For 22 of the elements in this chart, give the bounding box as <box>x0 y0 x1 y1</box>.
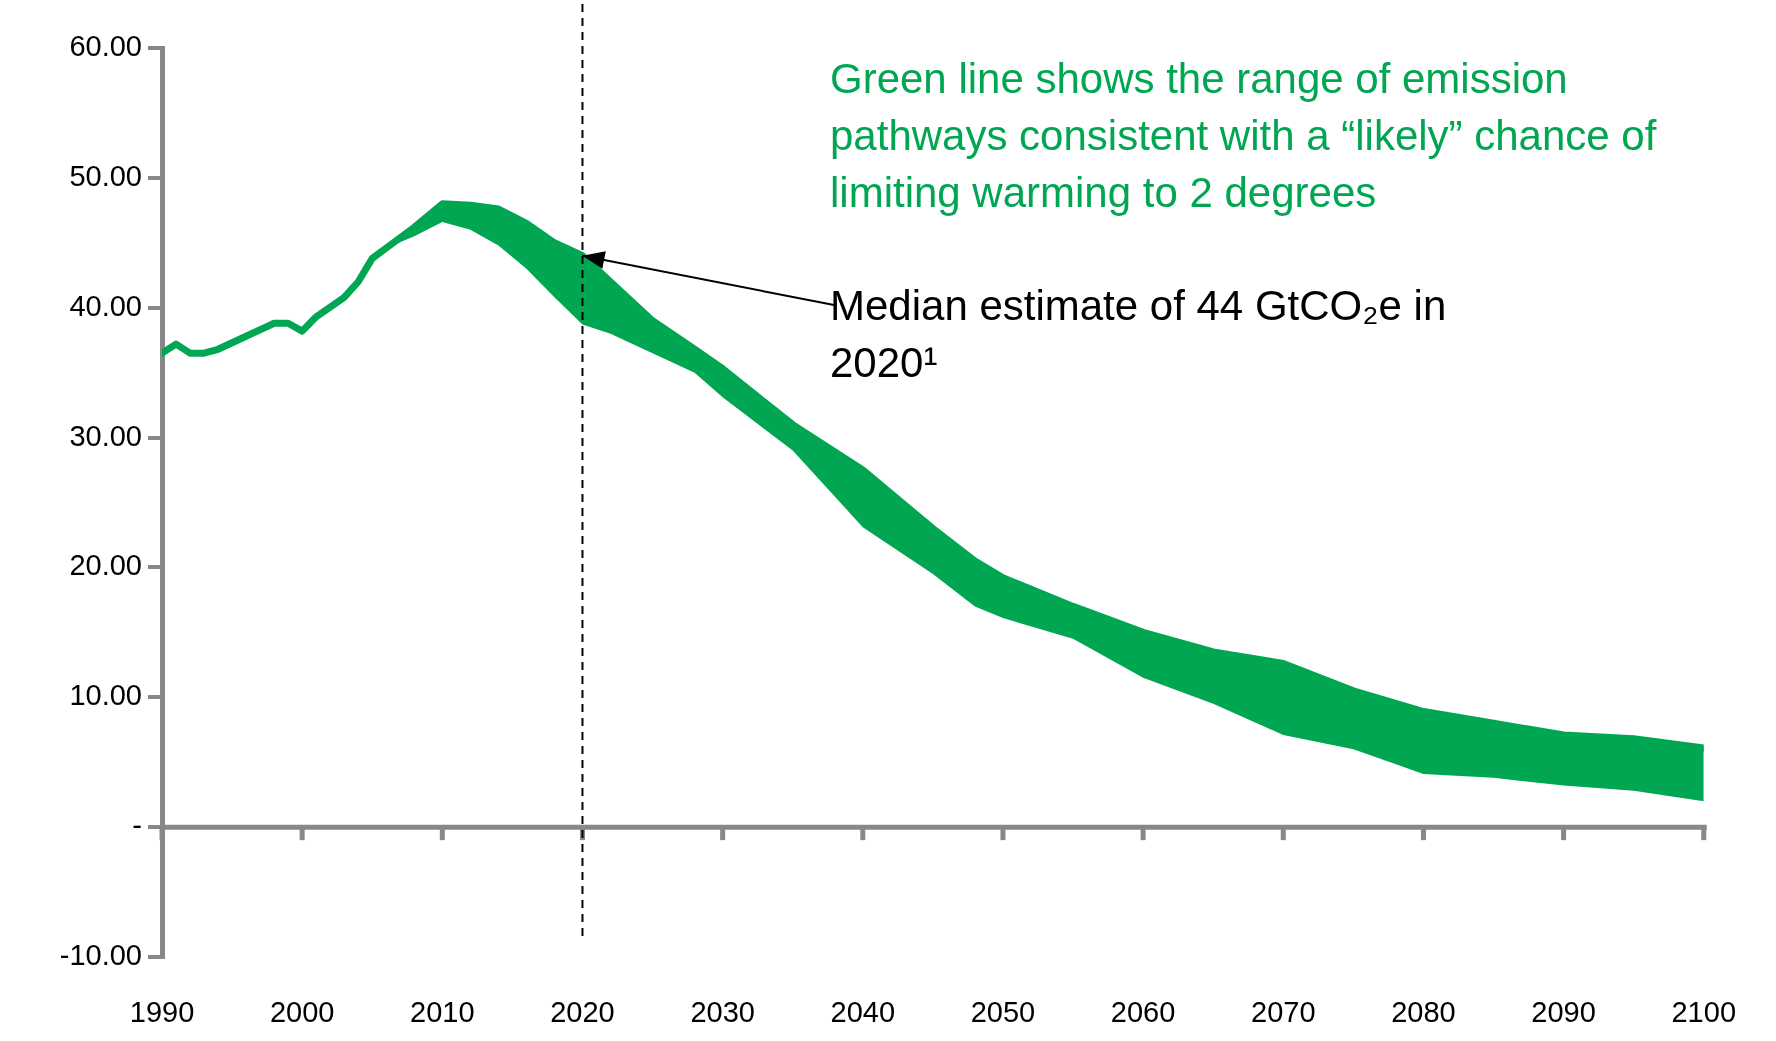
y-tick-label: 20.00 <box>69 549 142 582</box>
x-tick-label: 2040 <box>830 996 896 1029</box>
x-tick-label: 2020 <box>550 996 615 1029</box>
x-tick-label: 2000 <box>269 996 335 1029</box>
y-tick-label: -10.00 <box>59 939 142 971</box>
annotation: Median estimate of 44 GtCO₂e in 2020¹ <box>830 281 1448 388</box>
y-tick-label: 40.00 <box>69 289 142 322</box>
x-tick-label: 2100 <box>1671 996 1736 1029</box>
x-tick-label: 2030 <box>690 996 755 1029</box>
x-tick-label: 2050 <box>970 996 1036 1029</box>
y-tick-label: 10.00 <box>69 679 142 712</box>
x-tick-label: 2060 <box>1110 996 1176 1029</box>
y-tick-label: 50.00 <box>69 159 142 192</box>
x-tick-label: 2090 <box>1531 996 1596 1029</box>
y-tick-label: 60.00 <box>69 30 142 62</box>
y-tick-label: 30.00 <box>69 419 142 452</box>
x-tick-label: 2010 <box>410 996 475 1029</box>
x-tick-label: 2070 <box>1251 996 1316 1029</box>
x-tick-label: 2080 <box>1391 996 1456 1029</box>
y-tick-label: - <box>132 809 142 842</box>
annotation: Green line shows the range of emission pathways consistent with a “likely” chance of limiting warming to 2 degrees <box>830 54 1658 218</box>
x-tick-label: 1990 <box>129 996 195 1029</box>
